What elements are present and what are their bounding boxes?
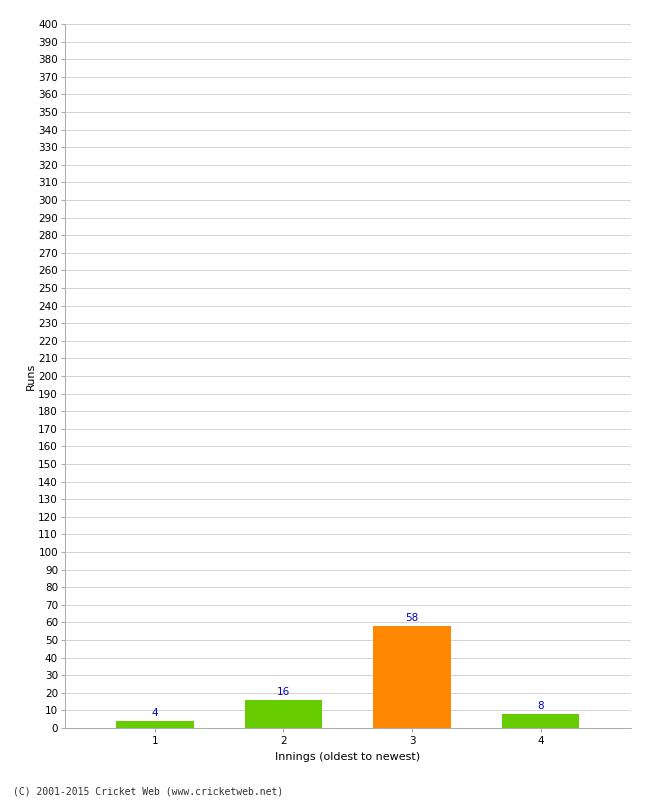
X-axis label: Innings (oldest to newest): Innings (oldest to newest) — [275, 752, 421, 762]
Text: 8: 8 — [537, 702, 544, 711]
Bar — [374, 626, 450, 728]
Bar — [116, 721, 194, 728]
Text: 16: 16 — [277, 687, 290, 697]
Y-axis label: Runs: Runs — [25, 362, 36, 390]
Bar — [502, 714, 579, 728]
Text: 4: 4 — [151, 708, 159, 718]
Text: (C) 2001-2015 Cricket Web (www.cricketweb.net): (C) 2001-2015 Cricket Web (www.cricketwe… — [13, 786, 283, 796]
Text: 58: 58 — [406, 614, 419, 623]
Bar — [245, 700, 322, 728]
